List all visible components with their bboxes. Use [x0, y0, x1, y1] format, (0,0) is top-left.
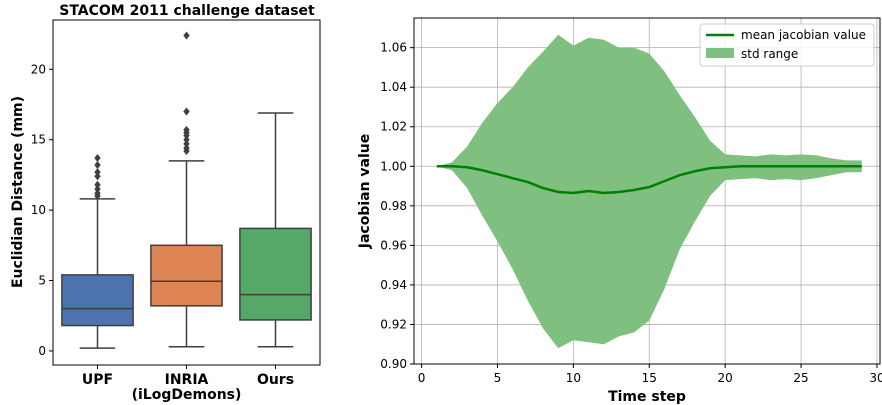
boxplot-title: STACOM 2011 challenge dataset	[59, 3, 315, 19]
jacobian-x-tick-label: 20	[718, 371, 733, 385]
jacobian-x-tick-label: 30	[869, 371, 882, 385]
boxplot-y-tick-label: 0	[38, 344, 46, 358]
legend-label-std: std range	[741, 47, 798, 61]
jacobian-y-tick-label: 0.98	[380, 199, 407, 213]
jacobian-x-ticks: 0 5 10 15 20 25 30	[418, 364, 882, 385]
boxplot-y-tick-label: 15	[31, 133, 46, 147]
jacobian-x-axis-label: Time step	[608, 389, 686, 405]
box-outlier	[94, 161, 101, 170]
box-outlier	[94, 184, 101, 193]
boxplot-x-ticks: UPF INRIA(iLogDemons) Ours	[82, 365, 294, 403]
jacobian-y-axis-label: Jacobian value	[357, 134, 373, 250]
boxplot-boxes	[61, 31, 312, 349]
box-outlier	[183, 135, 190, 144]
jacobian-y-tick-label: 1.02	[380, 120, 407, 134]
box-outlier	[94, 189, 101, 198]
box-body	[239, 227, 312, 321]
box-outlier	[94, 154, 101, 162]
boxplot-frame	[52, 19, 321, 366]
box-outlier	[94, 172, 101, 181]
std-range-band	[436, 34, 862, 349]
boxplot-x-tick-label: UPF	[82, 372, 113, 388]
mean-jacobian-line	[436, 165, 862, 195]
box-body	[61, 274, 134, 327]
jacobian-y-ticks: 0.90 0.92 0.94 0.96 0.98 1.00 1.02 1.04 1.06	[380, 41, 414, 371]
jacobian-chart: 0.90 0.92 0.94 0.96 0.98 1.00 1.02 1.04 1.06 0 5 1…	[357, 17, 882, 405]
jacobian-x-tick-label: 15	[642, 371, 657, 385]
boxplot-chart: STACOM 2011 challenge dataset 0 5 10 15 20 U…	[10, 3, 321, 403]
jacobian-y-tick-label: 1.00	[380, 159, 407, 173]
box-outlier	[183, 125, 190, 134]
jacobian-legend: mean jacobian value std range	[699, 23, 875, 67]
jacobian-x-tick-label: 0	[418, 371, 426, 385]
jacobian-y-tick-label: 1.06	[380, 41, 407, 55]
box-outlier	[183, 31, 190, 40]
boxplot-y-tick-label: 10	[31, 203, 46, 217]
box-outlier	[94, 180, 101, 189]
jacobian-y-tick-label: 0.92	[380, 317, 407, 331]
boxplot-y-axis-label: Euclidian Distance (mm)	[10, 96, 26, 288]
legend-label-mean: mean jacobian value	[741, 28, 866, 42]
legend-box	[699, 23, 875, 67]
box-outlier	[94, 168, 101, 177]
boxplot-y-tick-label: 20	[31, 62, 46, 76]
box-outlier	[183, 107, 190, 116]
box-outlier	[183, 139, 190, 148]
jacobian-frame	[413, 17, 881, 365]
jacobian-x-tick-label: 5	[494, 371, 502, 385]
box-2	[150, 31, 223, 348]
boxplot-y-tick-label: 5	[38, 274, 46, 288]
boxplot-x-tick-label: (iLogDemons)	[132, 387, 242, 403]
box-1	[61, 154, 134, 349]
jacobian-x-tick-label: 25	[793, 371, 808, 385]
boxplot-x-tick-label: Ours	[257, 372, 294, 388]
legend-swatch-std	[706, 48, 734, 58]
jacobian-y-tick-label: 1.04	[380, 80, 407, 94]
jacobian-y-tick-label: 0.90	[380, 357, 407, 371]
boxplot-x-tick-label: INRIA	[165, 372, 209, 388]
jacobian-x-tick-label: 10	[566, 371, 581, 385]
boxplot-y-ticks: 0 5 10 15 20	[31, 62, 53, 358]
jacobian-y-tick-label: 0.94	[380, 278, 407, 292]
jacobian-y-tick-label: 0.96	[380, 238, 407, 252]
box-outlier	[183, 144, 190, 153]
box-body	[150, 244, 223, 307]
box-3	[239, 112, 312, 348]
